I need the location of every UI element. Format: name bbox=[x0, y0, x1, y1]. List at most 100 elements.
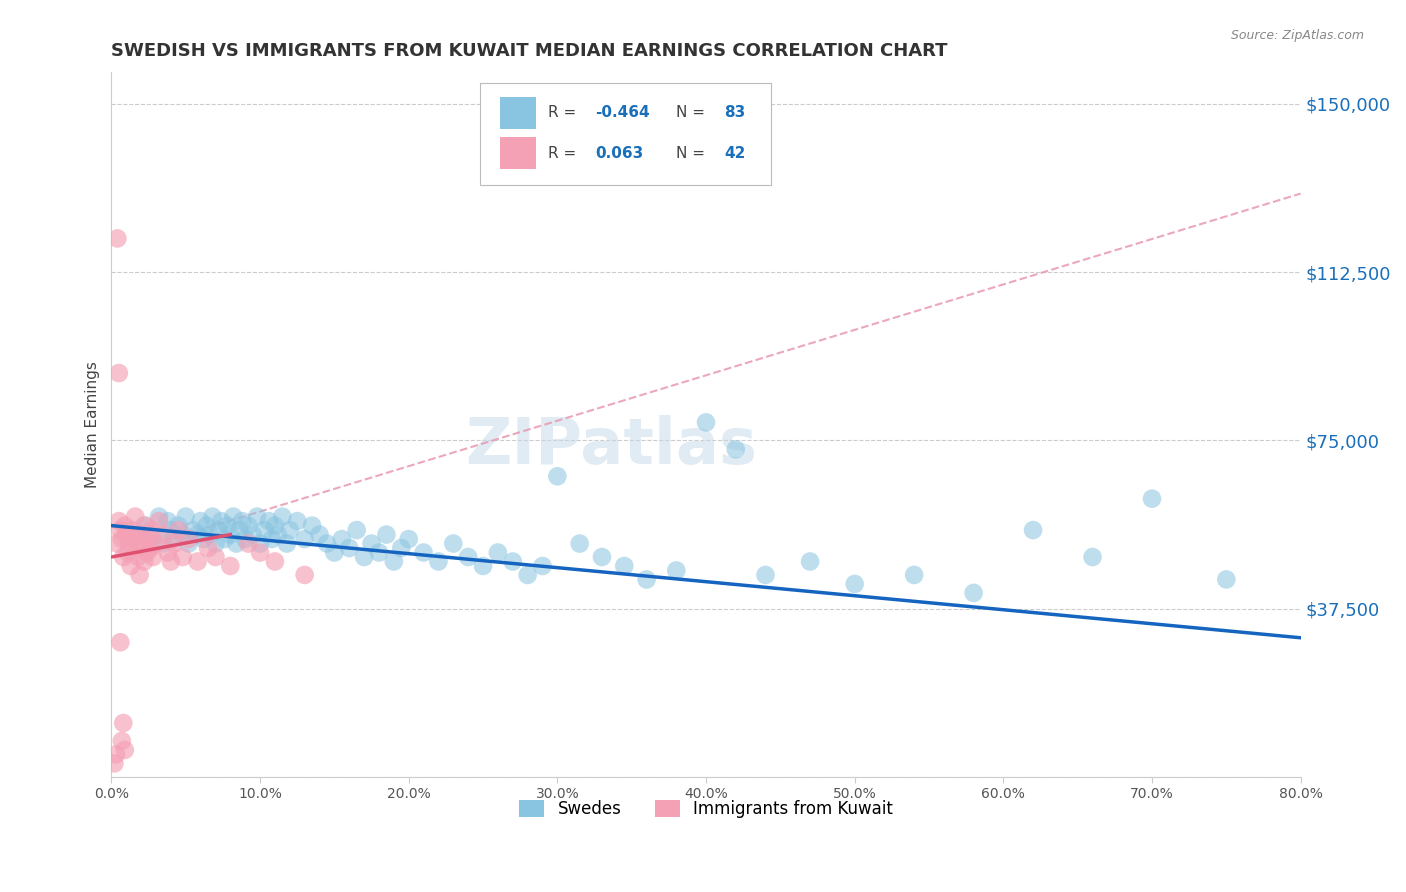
Point bbox=[105, 536, 128, 550]
Point bbox=[346, 523, 368, 537]
Point bbox=[177, 532, 200, 546]
Point bbox=[115, 527, 138, 541]
Point bbox=[110, 523, 132, 537]
Point bbox=[1022, 523, 1045, 537]
Point bbox=[142, 527, 165, 541]
Point bbox=[1215, 573, 1237, 587]
Point bbox=[249, 545, 271, 559]
Point bbox=[219, 527, 242, 541]
Point bbox=[156, 545, 179, 559]
Point bbox=[665, 564, 688, 578]
Point bbox=[129, 527, 152, 541]
Text: N =: N = bbox=[676, 105, 710, 120]
Point bbox=[120, 559, 142, 574]
Point bbox=[754, 568, 776, 582]
Point bbox=[546, 469, 568, 483]
Point bbox=[174, 509, 197, 524]
Point bbox=[382, 554, 405, 568]
Point bbox=[568, 536, 591, 550]
Point bbox=[225, 536, 247, 550]
Point bbox=[103, 756, 125, 771]
Point bbox=[267, 527, 290, 541]
Point bbox=[260, 532, 283, 546]
Point bbox=[368, 545, 391, 559]
Point bbox=[962, 586, 984, 600]
Point bbox=[160, 523, 183, 537]
Point bbox=[177, 536, 200, 550]
Point bbox=[294, 532, 316, 546]
Point bbox=[131, 536, 153, 550]
Point bbox=[141, 523, 163, 537]
Point bbox=[219, 559, 242, 574]
Text: SWEDISH VS IMMIGRANTS FROM KUWAIT MEDIAN EARNINGS CORRELATION CHART: SWEDISH VS IMMIGRANTS FROM KUWAIT MEDIAN… bbox=[111, 42, 948, 60]
Point bbox=[148, 514, 170, 528]
Point bbox=[375, 527, 398, 541]
Point bbox=[472, 559, 495, 574]
Point bbox=[104, 747, 127, 762]
Point bbox=[246, 509, 269, 524]
Point bbox=[163, 536, 186, 550]
Point bbox=[264, 518, 287, 533]
Point bbox=[427, 554, 450, 568]
Point bbox=[502, 554, 524, 568]
Point bbox=[613, 559, 636, 574]
Text: ZIPatlas: ZIPatlas bbox=[465, 415, 756, 477]
Point bbox=[207, 523, 229, 537]
Point bbox=[136, 545, 159, 559]
Point bbox=[111, 734, 134, 748]
Point bbox=[111, 532, 134, 546]
Point bbox=[108, 514, 131, 528]
Point bbox=[337, 541, 360, 555]
Point bbox=[204, 549, 226, 564]
Point bbox=[108, 366, 131, 380]
Point bbox=[360, 536, 382, 550]
Point bbox=[198, 527, 221, 541]
Y-axis label: Median Earnings: Median Earnings bbox=[86, 361, 100, 488]
Point bbox=[233, 532, 256, 546]
Point bbox=[172, 549, 194, 564]
Point bbox=[214, 532, 236, 546]
Point bbox=[124, 509, 146, 524]
Point bbox=[271, 509, 294, 524]
Point bbox=[531, 559, 554, 574]
Point bbox=[190, 514, 212, 528]
Point bbox=[114, 518, 136, 533]
Point bbox=[112, 549, 135, 564]
Point bbox=[135, 518, 157, 533]
Point bbox=[695, 416, 717, 430]
Text: 0.063: 0.063 bbox=[595, 145, 644, 161]
Point bbox=[142, 549, 165, 564]
Point bbox=[323, 545, 346, 559]
Point bbox=[125, 541, 148, 555]
Point bbox=[353, 549, 375, 564]
Point bbox=[181, 523, 204, 537]
Text: R =: R = bbox=[548, 145, 581, 161]
Point bbox=[330, 532, 353, 546]
Point bbox=[127, 549, 149, 564]
Point bbox=[441, 536, 464, 550]
Point bbox=[1140, 491, 1163, 506]
Point bbox=[257, 514, 280, 528]
Point bbox=[264, 554, 287, 568]
Point bbox=[278, 523, 301, 537]
Point bbox=[110, 635, 132, 649]
Point bbox=[799, 554, 821, 568]
Point bbox=[128, 568, 150, 582]
Point bbox=[253, 523, 276, 537]
Point bbox=[160, 554, 183, 568]
Point bbox=[301, 518, 323, 533]
Point bbox=[242, 527, 264, 541]
Point bbox=[308, 527, 330, 541]
Point bbox=[1081, 549, 1104, 564]
Point bbox=[228, 523, 250, 537]
Point bbox=[294, 568, 316, 582]
Legend: Swedes, Immigrants from Kuwait: Swedes, Immigrants from Kuwait bbox=[512, 793, 900, 825]
Text: Source: ZipAtlas.com: Source: ZipAtlas.com bbox=[1230, 29, 1364, 42]
Point bbox=[172, 527, 194, 541]
Point bbox=[122, 532, 145, 546]
Point bbox=[486, 545, 509, 559]
Point bbox=[231, 514, 253, 528]
Point bbox=[187, 554, 209, 568]
Point bbox=[204, 536, 226, 550]
Point bbox=[209, 514, 232, 528]
